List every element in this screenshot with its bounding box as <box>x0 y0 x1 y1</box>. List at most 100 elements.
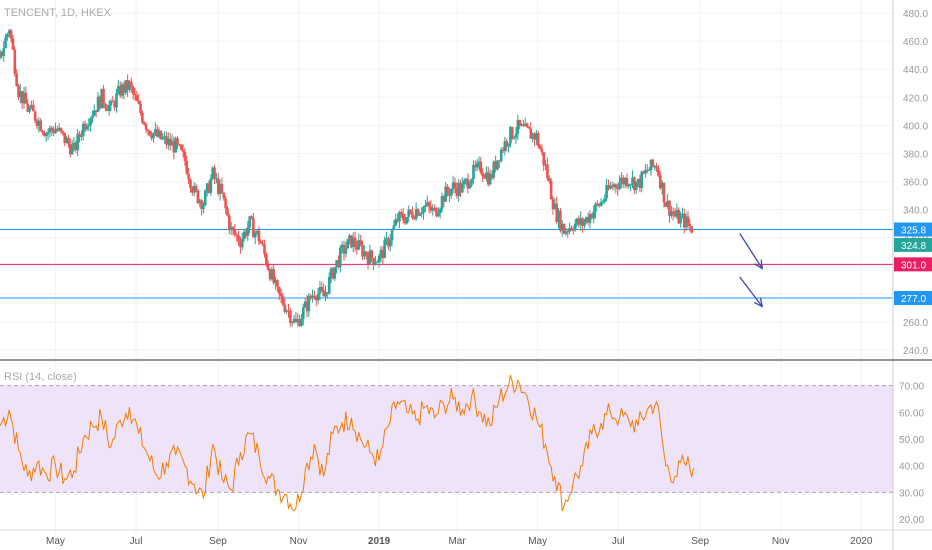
candle-body <box>276 279 279 287</box>
date-tick-label: Sep <box>209 536 227 547</box>
candle-body <box>459 182 462 193</box>
price-tick-label: 240.0 <box>903 346 928 357</box>
candle-body <box>414 209 418 220</box>
candle-body <box>248 216 251 228</box>
candle-body <box>285 310 288 312</box>
candle-body <box>159 130 163 140</box>
candle-body <box>512 137 516 139</box>
candle-body <box>592 211 595 219</box>
candle-body <box>549 181 553 200</box>
candle-body <box>78 133 81 137</box>
candle-body <box>128 81 131 90</box>
candle-body <box>194 185 198 191</box>
candle-body <box>48 127 52 133</box>
candle-body <box>444 186 448 202</box>
candle-body <box>39 120 42 131</box>
candle-body <box>181 149 185 152</box>
candle-body <box>37 120 41 126</box>
candle-body <box>107 105 111 111</box>
candle-body <box>586 217 590 223</box>
candle-body <box>429 206 433 211</box>
candle-body <box>52 130 55 134</box>
candle-body <box>142 122 146 125</box>
candle-body <box>527 126 531 129</box>
candle-body <box>118 86 122 96</box>
candle-body <box>229 227 233 230</box>
candle-body <box>381 249 385 259</box>
candle-body <box>292 318 296 323</box>
candle-body <box>340 244 344 248</box>
candle-body <box>348 235 351 240</box>
candle-body <box>9 30 13 39</box>
candle-body <box>666 200 669 207</box>
candle-body <box>261 243 264 245</box>
price-tick-label: 460.0 <box>903 37 928 48</box>
candle-body <box>324 292 327 297</box>
candle-body <box>316 293 320 301</box>
candle-body <box>218 184 222 194</box>
candle-body <box>17 85 20 98</box>
candle-body <box>535 133 538 140</box>
candle-body <box>115 93 118 108</box>
candle-body <box>148 130 152 136</box>
price-level-badge-label: 277.0 <box>901 294 926 305</box>
candle-body <box>166 138 170 145</box>
candle-body <box>309 295 313 299</box>
candle-body <box>183 151 187 161</box>
chart-title: TENCENT, 1D, HKEX <box>4 7 112 19</box>
candle-body <box>499 149 503 162</box>
candle-body <box>176 138 179 145</box>
candle-body <box>610 185 614 188</box>
candle-body <box>133 93 137 96</box>
candle-body <box>54 128 57 134</box>
candle-body <box>126 80 129 90</box>
candle-body <box>688 224 692 227</box>
candle-body <box>492 161 496 178</box>
candle-body <box>409 209 412 213</box>
candle-body <box>583 221 586 226</box>
date-tick-label: Jul <box>612 536 625 547</box>
candle-body <box>466 178 470 189</box>
candle-body <box>422 207 425 214</box>
candle-body <box>272 269 276 284</box>
candle-body <box>501 149 505 151</box>
candle-body <box>437 213 440 217</box>
candle-body <box>146 129 150 131</box>
candle-body <box>379 249 383 256</box>
candle-body <box>503 140 507 151</box>
candle-body <box>559 210 562 231</box>
candle-body <box>461 183 464 193</box>
candle-body <box>46 132 50 134</box>
candle-body <box>44 133 48 137</box>
candle-body <box>416 209 420 216</box>
candle-body <box>246 227 250 236</box>
candle-body <box>618 182 621 190</box>
candle-body <box>85 126 89 130</box>
candle-body <box>660 182 664 189</box>
candle-body <box>658 175 662 189</box>
candle-body <box>584 217 588 222</box>
candle-body <box>22 92 26 104</box>
candle-body <box>557 210 560 222</box>
candle-body <box>33 111 37 121</box>
price-level-badge <box>894 222 932 237</box>
candle-body <box>98 96 102 109</box>
candle-body <box>209 178 213 193</box>
candle-body <box>651 159 655 167</box>
candle-body <box>2 48 5 57</box>
date-tick-label: Jul <box>130 536 143 547</box>
arrow-shaft <box>739 276 763 307</box>
candle-body <box>623 178 627 185</box>
arrow-head <box>753 297 764 308</box>
candle-body <box>596 203 599 205</box>
candle-body <box>105 108 109 111</box>
candle-body <box>326 292 329 294</box>
candle-body <box>505 140 509 147</box>
candle-body <box>401 213 405 220</box>
candle-body <box>594 203 597 212</box>
price-level-badge <box>894 257 932 272</box>
candle-body <box>601 201 605 203</box>
candle-body <box>433 207 436 209</box>
candle-body <box>603 198 607 202</box>
candle-body <box>331 268 335 279</box>
